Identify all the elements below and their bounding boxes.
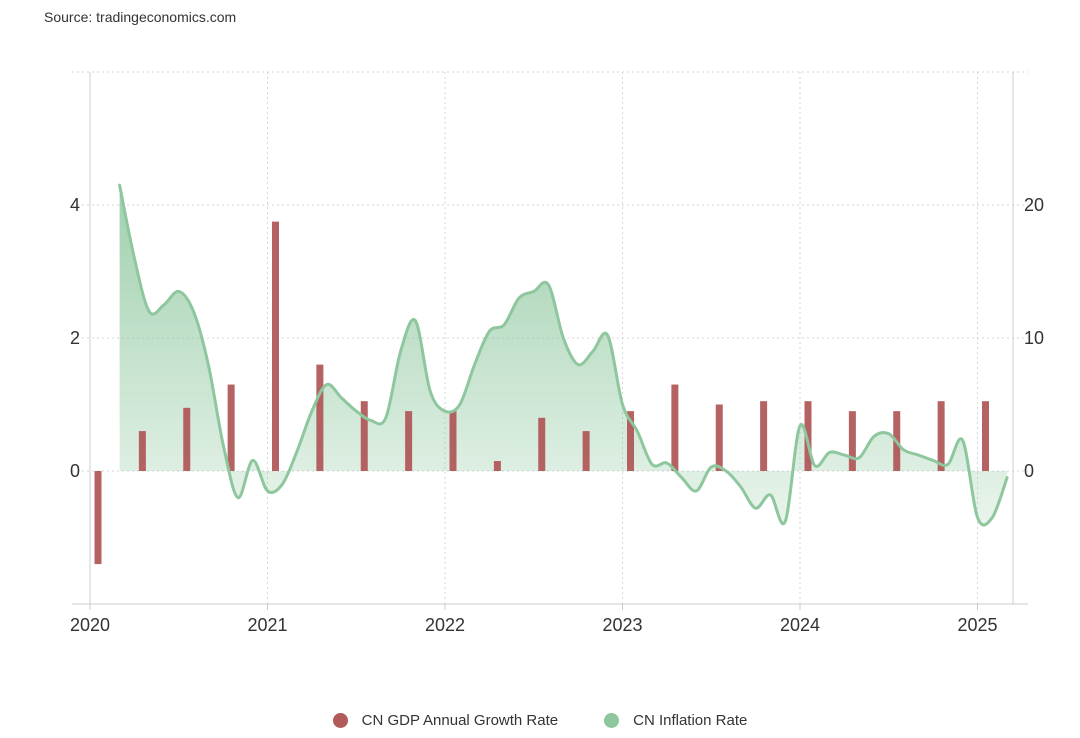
inflation-area-fill <box>119 185 1008 526</box>
gdp-bar <box>227 384 235 471</box>
left-tick-label: 4 <box>70 195 80 215</box>
gdp-bar <box>493 461 501 471</box>
x-tick-label: 2024 <box>780 615 820 635</box>
left-tick-label: 0 <box>70 461 80 481</box>
gdp-bar <box>671 384 679 471</box>
x-tick-label: 2025 <box>957 615 997 635</box>
gdp-bar <box>405 411 413 471</box>
x-tick-label: 2020 <box>70 615 110 635</box>
gdp-bar <box>937 401 945 471</box>
axes: 2020 2021 2022 2023 2024 2025 0 2 4 0 10 20 <box>70 72 1044 635</box>
gdp-bar <box>804 401 812 471</box>
inflation-line-path <box>118 183 1009 527</box>
gdp-bar <box>360 401 368 471</box>
gdp-bar <box>538 417 546 471</box>
gdp-bar <box>449 411 457 471</box>
inflation-area <box>119 185 1008 526</box>
gdp-bar <box>848 411 856 471</box>
legend-gdp-label: CN GDP Annual Growth Rate <box>361 712 559 729</box>
gdp-bar <box>94 471 102 565</box>
legend-inflation-label: CN Inflation Rate <box>633 712 748 729</box>
x-tick-label: 2021 <box>247 615 287 635</box>
gdp-bar <box>316 364 324 471</box>
x-tick-label: 2023 <box>602 615 642 635</box>
legend: CN GDP Annual Growth Rate CN Inflation R… <box>0 712 1080 729</box>
right-tick-label: 20 <box>1024 195 1044 215</box>
gdp-bar <box>582 431 590 471</box>
source-note: Source: tradingeconomics.com <box>44 9 237 25</box>
gdp-bar <box>272 221 279 471</box>
legend-item-gdp[interactable]: CN GDP Annual Growth Rate <box>332 712 559 729</box>
gdp-bar <box>715 404 723 471</box>
gdp-bar <box>138 431 146 471</box>
right-tick-label: 10 <box>1024 328 1044 348</box>
gdp-bar <box>183 407 191 471</box>
gdp-bar <box>627 411 634 471</box>
chart: 2020 2021 2022 2023 2024 2025 0 2 4 0 10 20 <box>70 71 1044 635</box>
legend-item-inflation[interactable]: CN Inflation Rate <box>604 712 747 729</box>
inflation-line <box>118 183 1009 527</box>
left-tick-label: 2 <box>70 328 80 348</box>
gdp-bar <box>982 401 989 471</box>
legend-gdp-dot-icon <box>332 713 348 728</box>
gdp-bar <box>760 401 768 471</box>
legend-inflation-dot-icon <box>604 713 620 728</box>
right-tick-label: 0 <box>1024 461 1034 481</box>
x-tick-label: 2022 <box>425 615 465 635</box>
